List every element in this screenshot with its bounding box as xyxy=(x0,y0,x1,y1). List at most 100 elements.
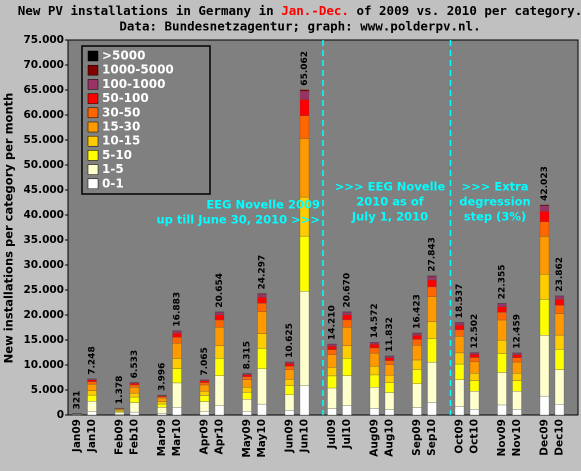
y-tick-label: 40.000 xyxy=(23,209,64,221)
x-tick-label: Dec09 xyxy=(539,419,551,456)
legend-label: >5000 xyxy=(102,49,145,63)
bar-segment xyxy=(512,352,522,355)
y-tick-label: 55.000 xyxy=(23,134,64,146)
value-label: 14.210 xyxy=(328,305,338,340)
bar-segment xyxy=(242,391,252,400)
bar-segment xyxy=(539,274,550,300)
value-label: 23.862 xyxy=(555,257,565,292)
bar-segment xyxy=(554,404,565,416)
bar-segment xyxy=(172,407,182,416)
bar-segment xyxy=(469,409,480,416)
value-label: 12.502 xyxy=(470,314,480,349)
y-tick-label: 10.000 xyxy=(23,359,64,371)
bar-segment xyxy=(427,361,437,403)
bar-segment xyxy=(342,375,352,406)
bar-segment xyxy=(114,411,125,413)
bar-segment xyxy=(299,99,310,116)
bar-segment xyxy=(369,342,380,345)
bar-segment xyxy=(199,401,210,412)
bar-segment xyxy=(454,324,465,330)
x-tick-label: Aug09 xyxy=(369,419,381,457)
bar-segment xyxy=(284,363,295,367)
legend-label: 30-50 xyxy=(102,105,140,119)
x-tick-label: Apr09 xyxy=(199,419,211,454)
bar-segment xyxy=(157,407,167,414)
bar-segment xyxy=(342,314,352,321)
x-tick-label: Aug10 xyxy=(384,419,396,457)
bar-segment xyxy=(214,375,225,406)
y-tick-label: 35.000 xyxy=(23,234,64,246)
bar-segment xyxy=(172,382,182,408)
legend-label: 0-1 xyxy=(102,176,124,190)
x-tick-label: Oct09 xyxy=(454,419,466,454)
bar-segment xyxy=(214,327,225,346)
bar-segment xyxy=(384,355,395,358)
value-label: 10.625 xyxy=(285,323,295,358)
bar-segment xyxy=(539,395,550,416)
bar-segment xyxy=(284,410,295,416)
bar-segment xyxy=(242,373,252,375)
bar-segment xyxy=(369,347,380,354)
annotation: >>> Extra xyxy=(461,180,528,194)
bar-segment xyxy=(469,352,480,355)
bar-segment xyxy=(384,392,395,410)
x-tick-label: Dec10 xyxy=(554,419,566,456)
legend-label: 10-15 xyxy=(102,134,140,148)
x-tick-label: Feb10 xyxy=(129,419,141,455)
bar-segment xyxy=(87,411,97,416)
value-label: 11.832 xyxy=(385,317,395,352)
bar-segment xyxy=(554,349,565,370)
value-label: 20.670 xyxy=(343,273,353,308)
bar-segment xyxy=(214,405,225,416)
bar-segment xyxy=(199,384,210,392)
bar-segment xyxy=(284,361,295,364)
bar-segment xyxy=(114,408,125,411)
bar-segment xyxy=(427,338,437,363)
bar-segment xyxy=(539,221,550,237)
value-label: 16.423 xyxy=(413,294,423,329)
bar-segment xyxy=(512,354,522,358)
bar-segment xyxy=(299,291,310,386)
bar-segment xyxy=(342,327,352,346)
bar-segment xyxy=(497,303,507,307)
bar-segment xyxy=(299,91,310,100)
x-tick-label: Apr10 xyxy=(214,419,226,454)
y-axis-label: New installations per category per month xyxy=(2,93,16,364)
bar-segment xyxy=(412,383,422,408)
bar-segment xyxy=(454,379,465,407)
bar-segment xyxy=(554,295,565,297)
bar-segment xyxy=(129,396,140,403)
value-label: 6.533 xyxy=(130,350,140,378)
y-tick-label: 30.000 xyxy=(23,259,64,271)
bar-segment xyxy=(87,401,97,412)
bar-segment xyxy=(412,335,422,340)
bar-segment xyxy=(299,89,310,92)
bar-segment xyxy=(172,368,182,384)
bar-segment xyxy=(497,339,507,354)
value-label: 42.023 xyxy=(540,166,550,201)
bar-segment xyxy=(87,394,97,402)
bar-segment xyxy=(427,321,437,339)
y-tick-label: 75.000 xyxy=(23,34,64,46)
bar-segment xyxy=(129,402,140,413)
bar-segment xyxy=(512,361,522,374)
value-label: 3.996 xyxy=(158,363,168,391)
bar-segment xyxy=(454,363,465,380)
y-tick-label: 65.000 xyxy=(23,84,64,96)
bar-segment xyxy=(342,358,352,376)
bar-segment xyxy=(454,336,465,354)
bar-segment xyxy=(342,311,352,313)
bar-segment xyxy=(427,275,437,277)
x-tick-label: Mar09 xyxy=(156,419,168,456)
bar-segment xyxy=(369,344,380,349)
bar-segment xyxy=(342,312,352,315)
bar-segment xyxy=(242,376,252,380)
bar-segment xyxy=(412,345,422,361)
bar-segment xyxy=(554,369,565,405)
bar-segment xyxy=(327,367,337,377)
bar-segment xyxy=(469,357,480,363)
annotation: up till June 30, 2010 >>> xyxy=(157,213,321,227)
value-label: 8.315 xyxy=(243,341,253,369)
bar-segment xyxy=(427,296,437,322)
y-tick-label: 5.000 xyxy=(31,384,64,396)
